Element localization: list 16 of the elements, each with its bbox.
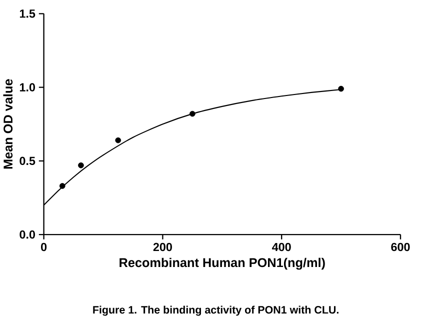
x-tick-label: 600 bbox=[391, 242, 410, 251]
point bbox=[190, 110, 196, 117]
point bbox=[338, 86, 344, 92]
x-tick-label: 400 bbox=[272, 242, 291, 251]
point bbox=[115, 137, 122, 144]
caption: Figure 1. The binding activity of PON1 with CLU. bbox=[93, 306, 338, 316]
y-axis-title: Mean OD value bbox=[3, 78, 13, 168]
y-tick-label: 0.5 bbox=[20, 156, 36, 165]
x-tick-label: 200 bbox=[153, 242, 172, 251]
x-axis-title: Recombinant Human PON1(ng/ml) bbox=[120, 258, 325, 270]
y-tick-label: 1.0 bbox=[20, 82, 35, 92]
y-tick-label: 1.5 bbox=[20, 9, 36, 18]
point bbox=[78, 162, 84, 168]
y-tick-label: 0.0 bbox=[20, 230, 35, 238]
x-tick-label: 0 bbox=[41, 242, 47, 251]
point bbox=[59, 182, 66, 189]
